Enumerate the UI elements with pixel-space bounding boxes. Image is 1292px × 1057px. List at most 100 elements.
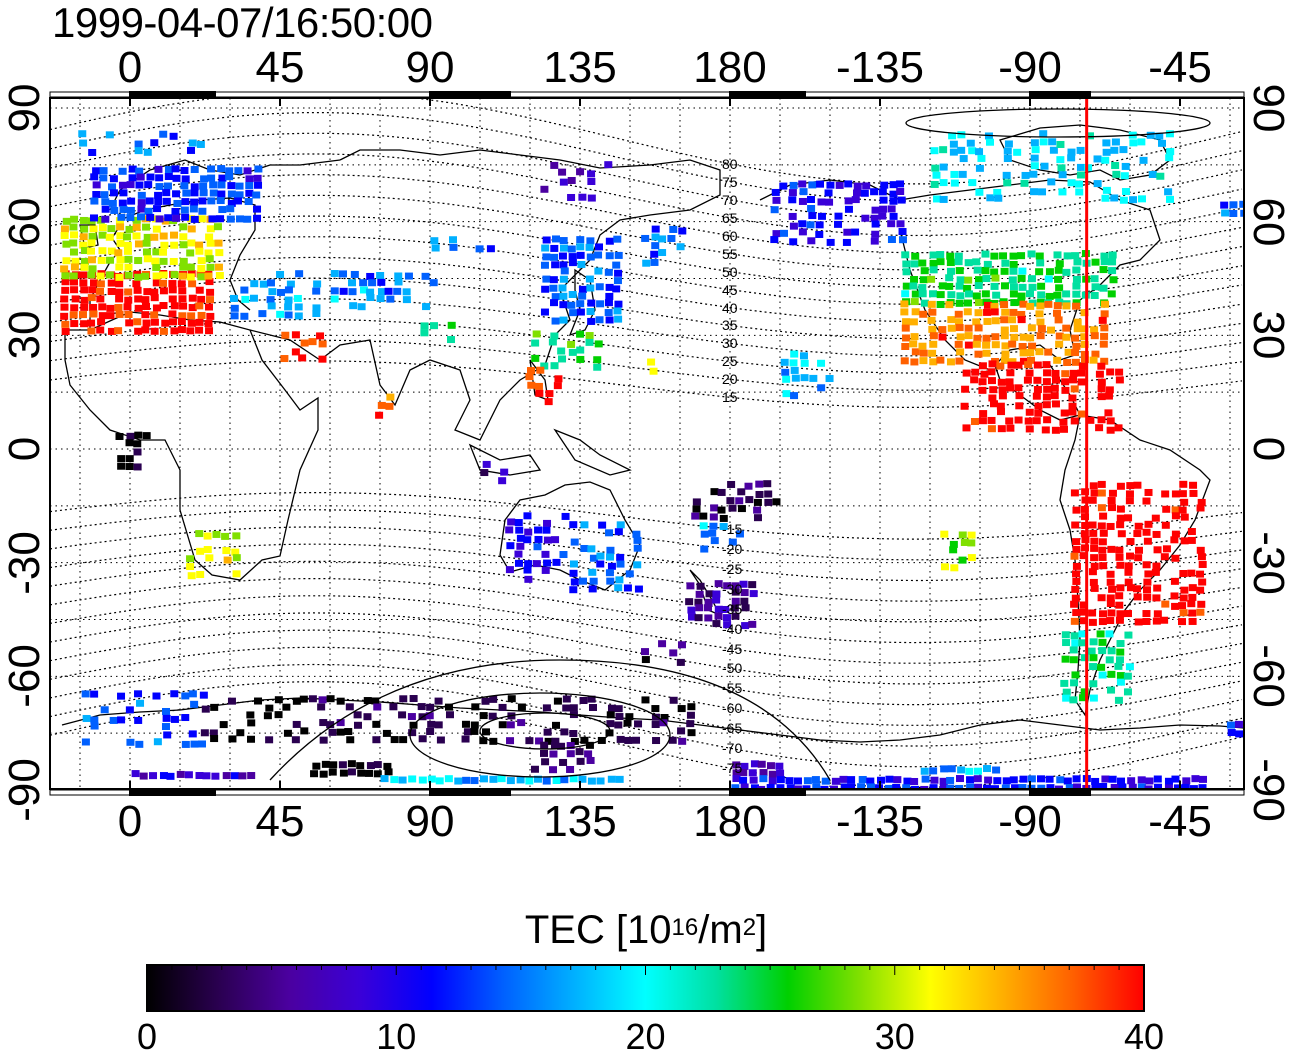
tec-pixel bbox=[1097, 416, 1106, 424]
tec-pixel bbox=[947, 316, 956, 324]
tec-pixel bbox=[1062, 324, 1071, 332]
tec-pixel bbox=[1072, 266, 1081, 274]
tec-pixel bbox=[788, 189, 797, 197]
tec-pixel bbox=[1123, 688, 1132, 696]
tec-pixel bbox=[1137, 783, 1146, 789]
tec-pixel bbox=[1044, 348, 1053, 356]
tec-pixel bbox=[570, 737, 579, 745]
tec-pixel bbox=[821, 777, 830, 785]
tec-pixel bbox=[1058, 188, 1067, 196]
tec-pixel bbox=[142, 319, 151, 327]
tec-pixel bbox=[61, 278, 70, 286]
longitude-tick-label-bottom: -135 bbox=[835, 797, 925, 846]
tec-pixel bbox=[699, 522, 708, 530]
tec-pixel bbox=[295, 270, 304, 278]
tec-pixel bbox=[946, 358, 955, 366]
tec-pixel bbox=[197, 273, 206, 281]
tec-pixel bbox=[607, 775, 616, 783]
tec-pixel bbox=[929, 251, 938, 259]
tec-pixel bbox=[1128, 783, 1137, 789]
tec-pixel bbox=[594, 267, 603, 275]
tec-pixel bbox=[936, 291, 945, 299]
tec-pixel bbox=[1112, 170, 1121, 178]
tec-pixel bbox=[182, 189, 191, 197]
tec-pixel bbox=[408, 775, 417, 783]
tec-pixel bbox=[339, 769, 348, 777]
tec-pixel bbox=[90, 716, 99, 724]
tec-pixel bbox=[541, 285, 550, 293]
tec-pixel bbox=[1025, 408, 1034, 416]
tec-pixel bbox=[820, 785, 829, 789]
tec-pixel bbox=[1062, 268, 1071, 276]
tec-pixel bbox=[1180, 537, 1189, 545]
tec-pixel bbox=[1062, 688, 1071, 696]
tec-pixel bbox=[1099, 340, 1108, 348]
tec-pixel bbox=[1017, 274, 1026, 282]
tec-pixel bbox=[585, 332, 594, 340]
tec-pixel bbox=[1073, 325, 1082, 333]
tec-pixel bbox=[1079, 552, 1088, 560]
tec-pixel bbox=[245, 182, 254, 190]
tec-pixel bbox=[1056, 156, 1065, 164]
tec-pixel bbox=[1152, 617, 1161, 625]
tec-pixel bbox=[1245, 729, 1253, 736]
tec-pixel bbox=[348, 288, 357, 296]
latitude-tick-label-left: 30 bbox=[0, 310, 49, 360]
tec-pixel bbox=[505, 526, 514, 534]
tec-pixel bbox=[1014, 384, 1023, 392]
tec-pixel bbox=[871, 220, 880, 228]
tec-pixel bbox=[959, 155, 968, 163]
latitude-tick-label-left: 60 bbox=[0, 197, 49, 247]
tec-pixel bbox=[807, 237, 816, 245]
tec-pixel bbox=[409, 695, 418, 703]
tec-pixel bbox=[250, 280, 259, 288]
tec-pixel bbox=[179, 241, 188, 249]
tec-pixel bbox=[247, 772, 256, 780]
tec-pixel bbox=[686, 711, 695, 719]
tec-pixel bbox=[712, 620, 721, 628]
tec-pixel bbox=[699, 512, 708, 520]
tec-pixel bbox=[60, 295, 69, 303]
tec-pixel bbox=[389, 703, 398, 711]
tec-pixel bbox=[1133, 593, 1142, 601]
tec-pixel bbox=[641, 696, 650, 704]
tec-pixel bbox=[319, 719, 328, 727]
tec-pixel bbox=[178, 287, 187, 295]
tec-pixel bbox=[932, 195, 941, 203]
tec-pixel bbox=[300, 339, 309, 347]
tec-pixel bbox=[133, 440, 142, 448]
tec-pixel bbox=[1089, 680, 1098, 688]
colorbar bbox=[146, 964, 1145, 1012]
tec-pixel bbox=[633, 536, 642, 544]
tec-pixel bbox=[124, 263, 133, 271]
tec-pixel bbox=[1101, 156, 1110, 164]
tec-pixel bbox=[1071, 671, 1080, 679]
tec-pixel bbox=[1062, 302, 1071, 310]
tec-pixel bbox=[497, 775, 506, 783]
tec-pixel bbox=[107, 327, 116, 335]
tec-pixel bbox=[860, 189, 869, 197]
tec-pixel bbox=[1006, 424, 1015, 432]
tec-pixel bbox=[186, 273, 195, 281]
tec-pixel bbox=[1009, 325, 1018, 333]
tec-pixel bbox=[470, 727, 479, 735]
tec-pixel bbox=[1089, 482, 1098, 490]
tec-pixel bbox=[447, 321, 456, 329]
tec-pixel bbox=[186, 249, 195, 257]
tec-pixel bbox=[991, 317, 1000, 325]
tec-pixel bbox=[96, 216, 105, 224]
tec-pixel bbox=[524, 575, 533, 583]
tec-pixel bbox=[118, 181, 127, 189]
tec-pixel bbox=[781, 368, 790, 376]
tec-pixel bbox=[1029, 170, 1038, 178]
tec-pixel bbox=[1153, 610, 1162, 618]
tec-pixel bbox=[202, 772, 211, 780]
tec-pixel bbox=[146, 213, 155, 221]
tec-pixel bbox=[748, 769, 757, 777]
tec-pixel bbox=[168, 280, 177, 288]
tec-pixel bbox=[651, 233, 660, 241]
tec-pixel bbox=[570, 578, 579, 586]
tec-pixel bbox=[137, 191, 146, 199]
tec-pixel bbox=[558, 355, 567, 363]
tec-pixel bbox=[727, 480, 736, 488]
